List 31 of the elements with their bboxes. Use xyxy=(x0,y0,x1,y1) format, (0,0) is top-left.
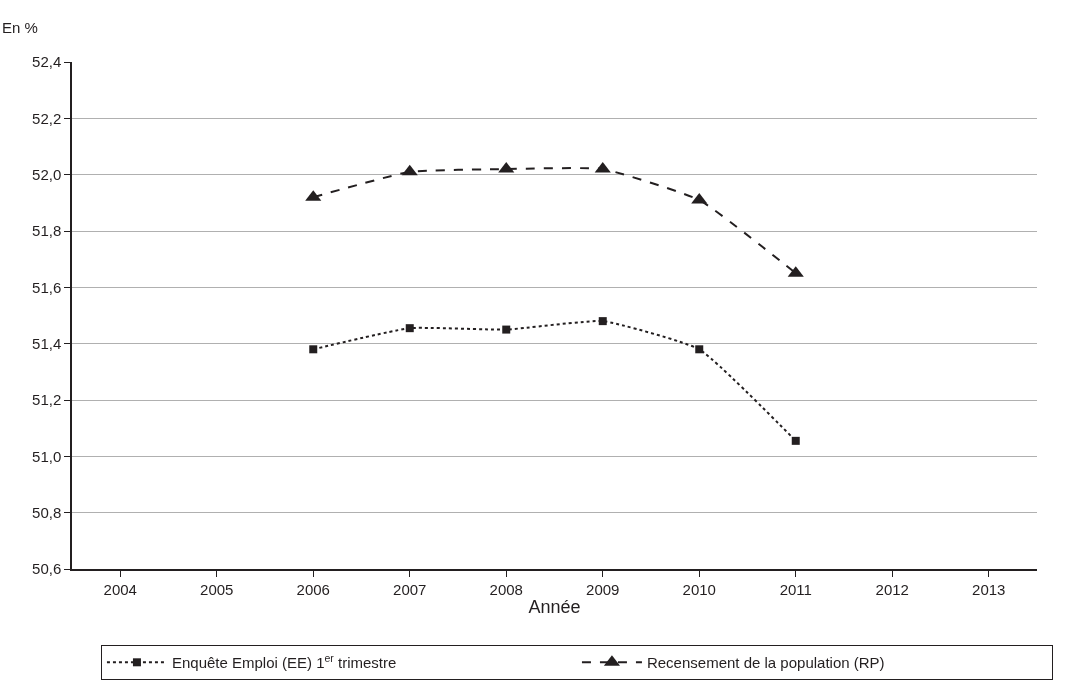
y-tick-label: 51,2 xyxy=(32,391,62,409)
point xyxy=(401,164,418,176)
y-tick-label: 50,6 xyxy=(32,560,62,578)
y-tick-label: 51,4 xyxy=(32,334,62,352)
x-tick-label: 2012 xyxy=(875,580,909,598)
x-tick-label: 2005 xyxy=(200,580,234,598)
x-tick-label: 2007 xyxy=(393,580,427,598)
y-axis-title: En % xyxy=(2,19,38,36)
y-tick-label: 51,8 xyxy=(32,222,62,240)
legend-label: Enquête Emploi (EE) 1$^{er}$ trimestre xyxy=(171,651,397,672)
y-tick-label: 52,4 xyxy=(32,53,62,71)
point xyxy=(598,317,607,326)
x-tick-label: 2013 xyxy=(972,580,1006,598)
point xyxy=(309,345,318,354)
x-tick-label: 2006 xyxy=(296,580,330,598)
x-tick-label: 2004 xyxy=(103,580,137,598)
x-tick-label: 2008 xyxy=(489,580,523,598)
point xyxy=(405,324,414,333)
y-tick-label: 50,8 xyxy=(32,503,62,521)
x-tick-label: 2009 xyxy=(586,580,620,598)
y-tick-label: 51,6 xyxy=(32,278,62,296)
y-tick-label: 52,0 xyxy=(32,165,62,183)
y-tick-label: 52,2 xyxy=(32,109,62,127)
y-tick-label: 51,0 xyxy=(32,447,62,465)
legend-label: Recensement de la population (RP) xyxy=(646,654,885,672)
point xyxy=(695,345,704,354)
x-tick-label: 2011 xyxy=(779,580,812,598)
x-tick-label: 2010 xyxy=(682,580,716,598)
x-axis-title: Année xyxy=(528,597,581,618)
point xyxy=(791,436,800,445)
point xyxy=(502,325,511,334)
